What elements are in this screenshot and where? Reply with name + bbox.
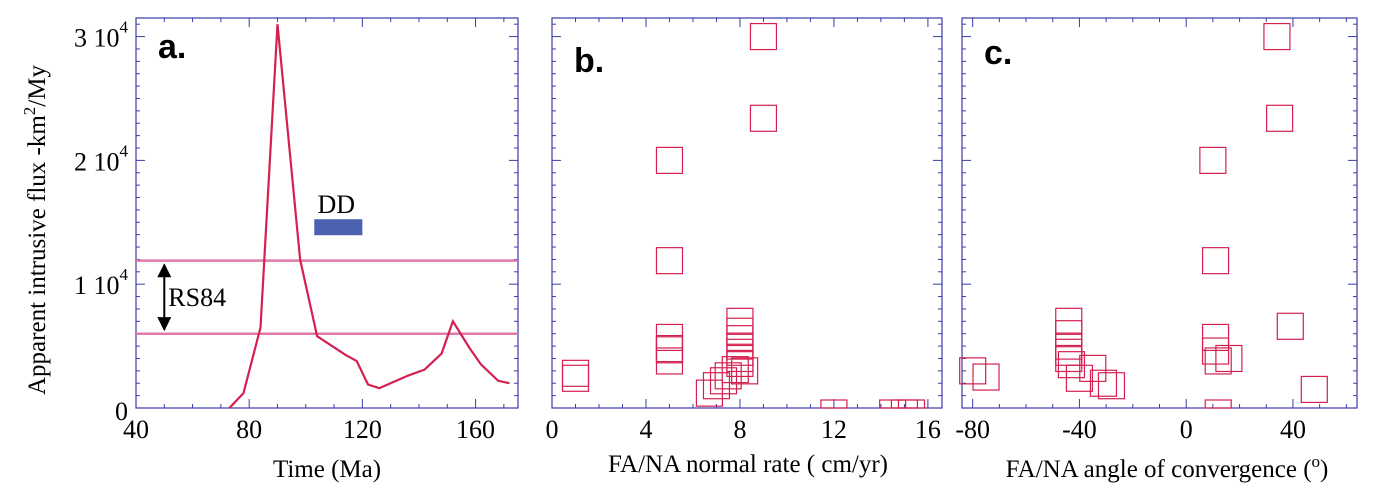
scatter-point xyxy=(879,399,907,409)
panel-c-x-tick-labels: -80 -40 0 40 xyxy=(955,415,1306,444)
scatter-point xyxy=(1204,347,1232,375)
panel-b-frame xyxy=(551,17,943,409)
panel-b-points xyxy=(561,22,926,409)
panel-a-x-tick-labels: 40 80 120 160 xyxy=(123,415,495,444)
scatter-point xyxy=(1201,247,1230,275)
panel-c-frame xyxy=(961,17,1358,409)
x-tick-label: 80 xyxy=(236,415,262,444)
scatter-point xyxy=(1079,354,1107,382)
y-tick-label: 0 xyxy=(115,397,128,426)
panel-b-x-title: FA/NA normal rate ( cm/yr) xyxy=(608,451,888,478)
x-tick-label: 40 xyxy=(123,415,149,444)
scatter-point xyxy=(726,317,754,345)
y-tick-label: 3 104 xyxy=(74,18,129,53)
x-tick-label: 0 xyxy=(546,415,559,444)
scatter-point xyxy=(749,22,778,51)
scatter-point xyxy=(726,332,754,360)
x-tick-label: -40 xyxy=(1062,415,1097,444)
panel-b-ticks xyxy=(551,18,942,409)
scatter-point xyxy=(1215,344,1243,373)
scatter-point xyxy=(709,367,738,395)
panel-c-points xyxy=(959,22,1328,409)
scatter-point xyxy=(695,379,724,407)
scatter-point xyxy=(726,338,754,366)
x-tick-label: 0 xyxy=(1180,415,1193,444)
panel-c: c. -80 -40 0 40 FA/NA angle of convergence … xyxy=(955,17,1358,483)
panel-a-frame xyxy=(135,17,519,409)
y-tick-label: 1 104 xyxy=(74,265,129,300)
panel-c-x-title: FA/NA angle of convergence (o) xyxy=(1006,452,1329,483)
scatter-point xyxy=(655,336,684,364)
scatter-point xyxy=(1055,344,1083,373)
scatter-point xyxy=(1055,320,1083,348)
y-tick-label: 2 104 xyxy=(74,141,129,176)
flux-time-series xyxy=(228,24,510,409)
rs84-label: RS84 xyxy=(168,283,226,312)
scatter-point xyxy=(726,349,754,378)
panel-c-ticks xyxy=(962,18,1357,409)
dd-label: DD xyxy=(318,190,356,219)
scatter-point xyxy=(702,372,731,400)
scatter-point xyxy=(1276,312,1304,340)
scatter-point xyxy=(726,325,754,353)
y-axis-title: Apparent intrusive flux -km2/My xyxy=(20,65,51,395)
x-tick-label: 160 xyxy=(456,415,495,444)
scatter-point xyxy=(1263,22,1291,51)
scatter-point xyxy=(897,399,926,409)
scatter-point xyxy=(1300,375,1328,404)
scatter-point xyxy=(721,356,749,384)
x-tick-label: 12 xyxy=(821,415,847,444)
x-tick-label: 120 xyxy=(343,415,382,444)
scatter-point xyxy=(1204,399,1232,409)
scatter-point xyxy=(726,307,754,335)
scatter-point xyxy=(561,359,590,387)
x-tick-label: 40 xyxy=(1280,415,1306,444)
scatter-point xyxy=(655,347,684,375)
scatter-point xyxy=(561,364,590,392)
panel-b: b. 0 4 8 12 16 FA/NA normal rate ( cm/yr) xyxy=(546,17,943,478)
x-tick-label: 16 xyxy=(915,415,941,444)
scatter-point xyxy=(1089,369,1118,397)
scatter-point xyxy=(1055,307,1083,335)
scatter-point xyxy=(655,334,684,363)
scatter-point xyxy=(714,362,742,390)
scatter-point xyxy=(749,104,778,132)
flux-time-points xyxy=(229,24,509,408)
scatter-point xyxy=(1057,351,1086,379)
y-tick-labels: 0 1 104 2 104 3 104 xyxy=(74,18,129,426)
scatter-point xyxy=(972,363,1000,391)
scatter-point xyxy=(1055,338,1083,366)
panel-a: a. DD RS84 40 80 120 160 Time (Ma) xyxy=(123,17,519,483)
scatter-point xyxy=(820,399,848,409)
dd-bar xyxy=(314,219,363,236)
x-tick-label: -80 xyxy=(955,415,990,444)
scatter-point xyxy=(655,247,684,275)
scatter-point xyxy=(1199,146,1227,174)
scatter-point xyxy=(655,146,684,174)
scatter-point xyxy=(1055,332,1083,360)
panel-b-label: b. xyxy=(574,42,604,80)
scatter-point xyxy=(1266,104,1294,132)
x-tick-label: 4 xyxy=(639,415,652,444)
scatter-point xyxy=(1097,372,1126,400)
scatter-point xyxy=(731,357,759,385)
panel-a-x-title: Time (Ma) xyxy=(273,456,381,483)
panel-a-ticks xyxy=(135,18,518,409)
x-tick-label: 8 xyxy=(733,415,746,444)
panel-a-label: a. xyxy=(158,28,186,66)
scatter-point xyxy=(655,323,684,352)
panel-c-label: c. xyxy=(984,34,1012,72)
rs84-band-lines xyxy=(136,259,518,335)
panel-b-x-tick-labels: 0 4 8 12 16 xyxy=(546,415,941,444)
